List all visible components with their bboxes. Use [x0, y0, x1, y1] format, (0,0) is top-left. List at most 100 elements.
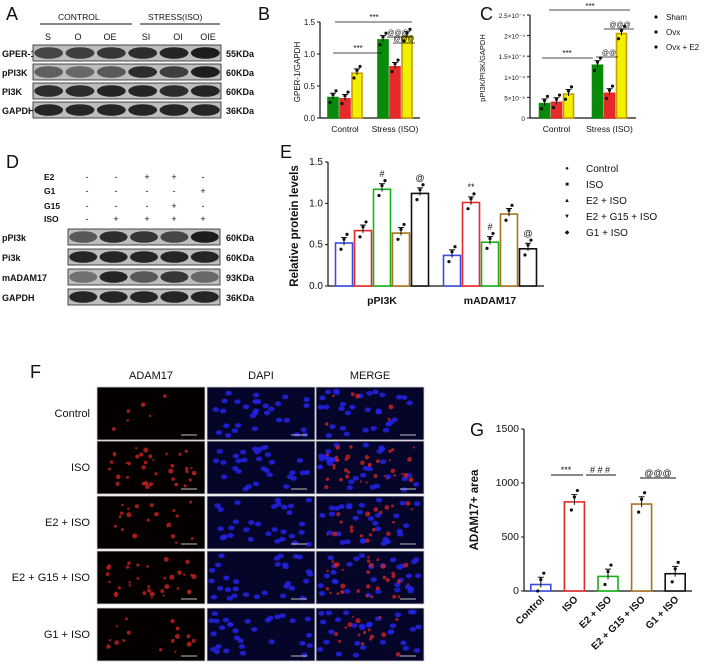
- chart-b-point: [390, 70, 394, 74]
- blot-band: [69, 291, 98, 303]
- micro-signal: [128, 581, 131, 584]
- chart-e-sig: **: [467, 182, 475, 192]
- blot-band: [190, 291, 219, 303]
- micro-signal: [388, 449, 392, 453]
- micro-nucleus: [300, 427, 307, 433]
- micro-nucleus: [263, 410, 271, 416]
- micro-signal: [391, 571, 396, 576]
- micro-signal: [185, 559, 190, 564]
- chart-c-sig: @@: [602, 50, 616, 57]
- micro-nucleus: [268, 406, 275, 412]
- micro-tile-content: [208, 611, 313, 658]
- micro-signal: [340, 590, 345, 594]
- micro-nucleus: [224, 432, 232, 438]
- micro-nucleus: [241, 457, 248, 463]
- micro-nucleus: [382, 427, 390, 433]
- legend-e-marker: ■: [565, 182, 569, 188]
- micro-nucleus: [332, 579, 339, 585]
- blot-d-kda: 36KDa: [226, 293, 255, 303]
- micro-nucleus: [217, 507, 224, 512]
- micro-signal: [136, 563, 140, 567]
- blot-band: [159, 47, 189, 59]
- micro-signal: [325, 422, 329, 426]
- micro-signal: [334, 632, 339, 637]
- chart-g-point: [572, 495, 577, 499]
- legend-c-marker: [654, 45, 658, 49]
- micro-signal: [326, 569, 329, 573]
- micro-signal: [340, 583, 346, 589]
- micro-signal: [367, 463, 372, 468]
- chart-e-x-label: pPI3K: [367, 295, 397, 307]
- micro-signal: [142, 591, 147, 596]
- micro-signal: [370, 595, 374, 599]
- micro-nucleus: [317, 583, 324, 588]
- chart-b-bar: [389, 66, 401, 119]
- micro-signal: [355, 618, 361, 624]
- micro-signal: [190, 537, 194, 540]
- micro-signal: [191, 574, 197, 580]
- micro-signal: [183, 573, 186, 576]
- micro-signal: [359, 480, 363, 483]
- chart-g-bar: [630, 503, 653, 592]
- blot-band: [96, 85, 126, 97]
- micro-signal: [403, 472, 409, 478]
- micro-nucleus: [339, 425, 347, 431]
- micro-nucleus: [214, 562, 222, 568]
- micro-signal: [174, 633, 180, 639]
- micro-signal: [391, 504, 395, 508]
- chart-b-bar: [351, 72, 363, 119]
- micro-nucleus: [291, 540, 299, 546]
- blot-band: [65, 66, 95, 78]
- panel-letter-d: D: [6, 152, 19, 172]
- micro-signal: [367, 628, 371, 632]
- micro-signal: [397, 595, 401, 599]
- blot-d-treat-mark: +: [171, 214, 176, 224]
- chart-b-sig: @@@: [387, 30, 408, 37]
- micro-nucleus: [211, 611, 218, 616]
- micro-nucleus: [266, 472, 273, 478]
- chart-e-point: [529, 238, 533, 242]
- chart-g-point: [603, 582, 607, 587]
- micro-tile: [315, 495, 425, 550]
- micro-nucleus: [243, 527, 250, 533]
- micro-nucleus: [339, 540, 346, 545]
- blot-a-kda: 36KDa: [226, 106, 255, 116]
- chart-c-y-tick-label: 2×10⁻⁴: [504, 34, 525, 41]
- micro-signal: [365, 481, 368, 484]
- micro-signal: [350, 392, 355, 397]
- micro-nucleus: [372, 389, 379, 395]
- blot-a-kda: 55KDa: [226, 49, 255, 59]
- chart-c-x-label: Control: [543, 124, 571, 134]
- blot-a-kda: 60KDa: [226, 87, 255, 97]
- chart-e-y-tick-label: 0.0: [309, 281, 323, 292]
- micro-nucleus: [279, 613, 286, 619]
- blot-band: [159, 66, 189, 78]
- micro-nucleus: [239, 449, 247, 455]
- micro-nucleus: [366, 390, 373, 396]
- micro-nucleus: [367, 516, 375, 522]
- micro-nucleus: [384, 474, 392, 480]
- blot-band: [34, 66, 64, 78]
- micro-signal: [403, 562, 409, 568]
- micro-nucleus: [280, 529, 287, 535]
- micro-nucleus: [301, 652, 308, 658]
- micro-nucleus: [379, 459, 387, 465]
- chart-c-bar: [550, 101, 563, 119]
- blot-band: [159, 104, 189, 116]
- micro-nucleus: [232, 466, 239, 471]
- chart-c-point: [563, 97, 568, 101]
- chart-g-point: [536, 589, 540, 593]
- blot-band: [160, 231, 189, 243]
- micro-signal: [326, 453, 330, 456]
- chart-b-sig: ***: [369, 13, 378, 22]
- blot-a-group-stress: STRESS(ISO): [148, 12, 202, 22]
- micro-col-header: DAPI: [248, 370, 274, 382]
- chart-e-point: [364, 220, 368, 224]
- blot-a-strip: [32, 44, 222, 62]
- micro-nucleus: [239, 650, 247, 656]
- micro-nucleus: [359, 645, 367, 650]
- micro-nucleus: [275, 417, 283, 423]
- micro-nucleus: [344, 410, 352, 416]
- micro-nucleus: [251, 426, 259, 432]
- blot-band: [130, 291, 158, 303]
